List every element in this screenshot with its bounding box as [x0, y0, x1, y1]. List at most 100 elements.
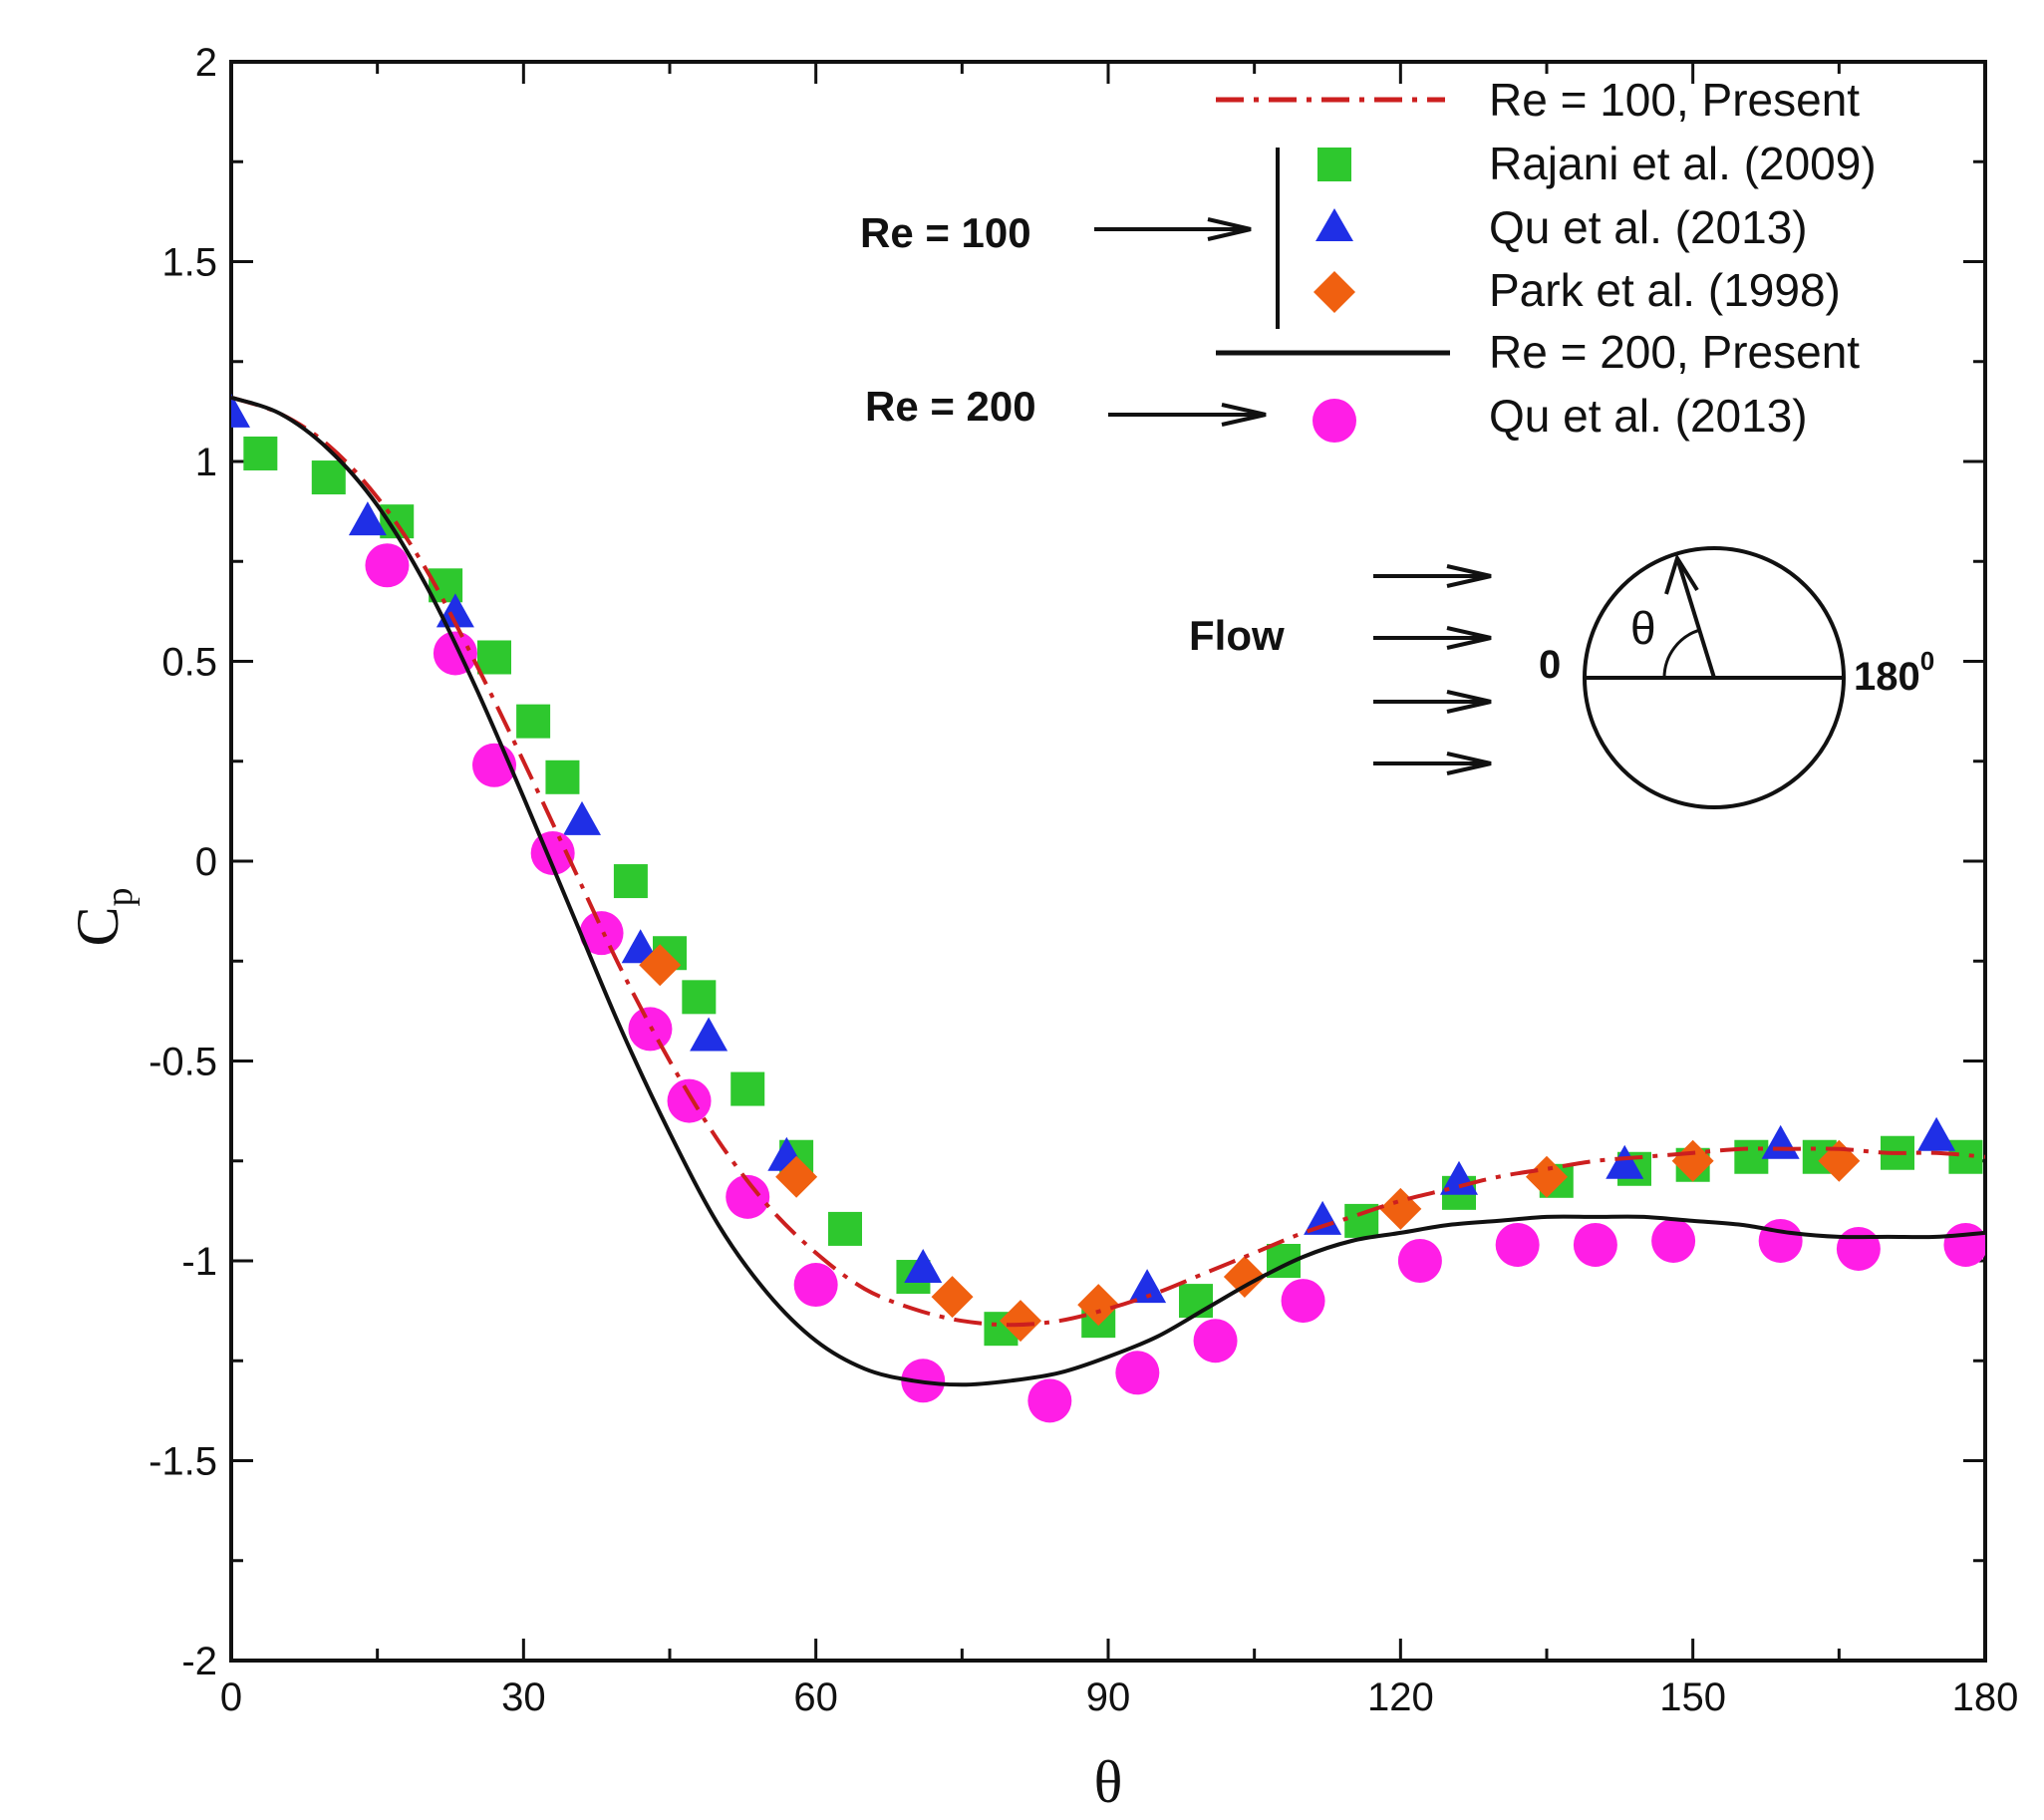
y-tick-label: 1	[195, 441, 217, 484]
data-point-square	[311, 460, 346, 495]
data-point-square	[682, 980, 717, 1015]
theta-arc	[1662, 628, 1701, 679]
data-point-diamond	[1077, 1284, 1120, 1327]
y-tick-label: 0.5	[161, 641, 217, 685]
data-point-circle	[1651, 1218, 1696, 1263]
series-3-markers	[639, 944, 1861, 1343]
data-point-circle	[1027, 1378, 1072, 1423]
y-axis-label-main: C	[65, 906, 131, 946]
data-point-triangle	[563, 800, 601, 835]
series-layer	[231, 393, 1985, 1423]
y-tick-label: -0.5	[148, 1041, 217, 1084]
data-point-circle	[365, 543, 410, 588]
y-tick-label: -1.5	[148, 1440, 217, 1484]
angle-label-0: 0	[1539, 643, 1561, 687]
legend-label-qu-re100: Qu et al. (2013)	[1489, 201, 1808, 253]
legend-swatch-rajani	[1317, 148, 1351, 181]
data-point-diamond	[639, 944, 682, 987]
theta-label: θ	[1630, 602, 1656, 654]
data-point-triangle	[1917, 1116, 1956, 1151]
data-point-diamond	[1000, 1300, 1041, 1343]
y-tick-label: -2	[181, 1640, 217, 1683]
legend-swatch-qu-re200	[1313, 399, 1356, 443]
x-tick-label: 180	[1952, 1675, 2019, 1719]
data-point-square	[545, 759, 580, 794]
group-arrow-re100	[1094, 217, 1252, 241]
x-tick-label: 0	[220, 1675, 242, 1719]
data-point-square	[1179, 1284, 1213, 1319]
data-point-circle	[1836, 1226, 1881, 1271]
data-point-triangle	[348, 501, 387, 536]
data-point-square	[730, 1071, 765, 1106]
data-point-triangle	[690, 1017, 729, 1052]
axis-ticks	[229, 60, 1987, 1663]
flow-inset-diagram: Flow θ 0 1800	[1189, 546, 1934, 809]
data-point-circle	[1281, 1279, 1325, 1324]
data-point-circle	[433, 631, 477, 676]
data-point-circle	[667, 1078, 712, 1123]
legend-swatch-park	[1314, 271, 1355, 313]
data-point-square	[828, 1211, 862, 1246]
series-line-0	[231, 395, 1985, 1328]
theta-radius-arrowhead	[1664, 553, 1699, 595]
data-point-circle	[1397, 1239, 1442, 1283]
flow-label: Flow	[1189, 612, 1285, 659]
data-point-diamond	[1671, 1139, 1714, 1182]
data-point-circle	[1193, 1319, 1238, 1364]
x-tick-labels: 0 30 60 90 120 150 180	[220, 1675, 2019, 1719]
data-point-circle	[726, 1174, 770, 1219]
data-point-triangle	[436, 593, 474, 628]
group-label-re100: Re = 100	[860, 209, 1031, 256]
data-point-circle	[1115, 1351, 1160, 1395]
legend-label-qu-re200: Qu et al. (2013)	[1489, 390, 1808, 442]
data-point-square	[613, 864, 648, 899]
data-point-triangle	[1128, 1269, 1167, 1304]
data-point-circle	[1573, 1222, 1617, 1267]
theta-radius-arrow	[1675, 557, 1716, 679]
y-tick-labels: -2 -1.5 -1 -0.5 0 0.5 1 1.5 2	[148, 41, 217, 1683]
data-point-triangle	[904, 1249, 943, 1284]
data-point-circle	[1495, 1222, 1540, 1267]
data-point-diamond	[931, 1276, 974, 1319]
data-point-square	[1734, 1139, 1769, 1174]
x-tick-label: 120	[1367, 1675, 1434, 1719]
angle-label-180: 1800	[1854, 646, 1934, 699]
group-arrow-re200	[1108, 403, 1267, 427]
data-point-circle	[1758, 1218, 1803, 1263]
series-line-4	[231, 395, 1985, 1387]
legend: Re = 100, Present Rajani et al. (2009) Q…	[860, 74, 1877, 443]
data-point-diamond	[1526, 1155, 1568, 1198]
legend-label-rajani: Rajani et al. (2009)	[1489, 138, 1877, 189]
flow-arrows	[1373, 564, 1492, 775]
y-axis-label-sub: p	[99, 887, 141, 906]
data-point-diamond	[1223, 1256, 1266, 1299]
series-1-markers	[243, 436, 1983, 1347]
legend-label-re100-present: Re = 100, Present	[1489, 74, 1860, 126]
data-point-diamond	[1379, 1187, 1422, 1230]
data-point-circle	[1943, 1222, 1985, 1267]
data-point-triangle	[1440, 1160, 1478, 1195]
data-point-triangle	[231, 393, 250, 428]
x-tick-label: 30	[501, 1675, 546, 1719]
x-axis-label: θ	[1094, 1749, 1123, 1815]
data-point-square	[516, 704, 551, 739]
data-point-triangle	[1304, 1200, 1342, 1235]
data-point-diamond	[775, 1155, 818, 1198]
data-point-triangle	[1606, 1144, 1644, 1179]
group-label-re200: Re = 200	[865, 383, 1036, 430]
legend-label-re200-present: Re = 200, Present	[1489, 326, 1860, 378]
y-tick-label: 1.5	[161, 241, 217, 285]
data-point-circle	[793, 1263, 838, 1308]
y-tick-label: -1	[181, 1240, 217, 1284]
data-point-square	[477, 640, 511, 675]
legend-label-park: Park et al. (1998)	[1489, 264, 1841, 316]
legend-swatch-qu-re100	[1315, 208, 1353, 241]
y-axis-label: Cp	[65, 887, 141, 946]
y-tick-label: 2	[195, 41, 217, 85]
data-point-square	[1948, 1139, 1983, 1174]
x-tick-label: 150	[1659, 1675, 1726, 1719]
svg-text:Cp: Cp	[65, 887, 141, 946]
data-point-square	[243, 436, 278, 470]
series-5-markers	[365, 543, 1985, 1423]
